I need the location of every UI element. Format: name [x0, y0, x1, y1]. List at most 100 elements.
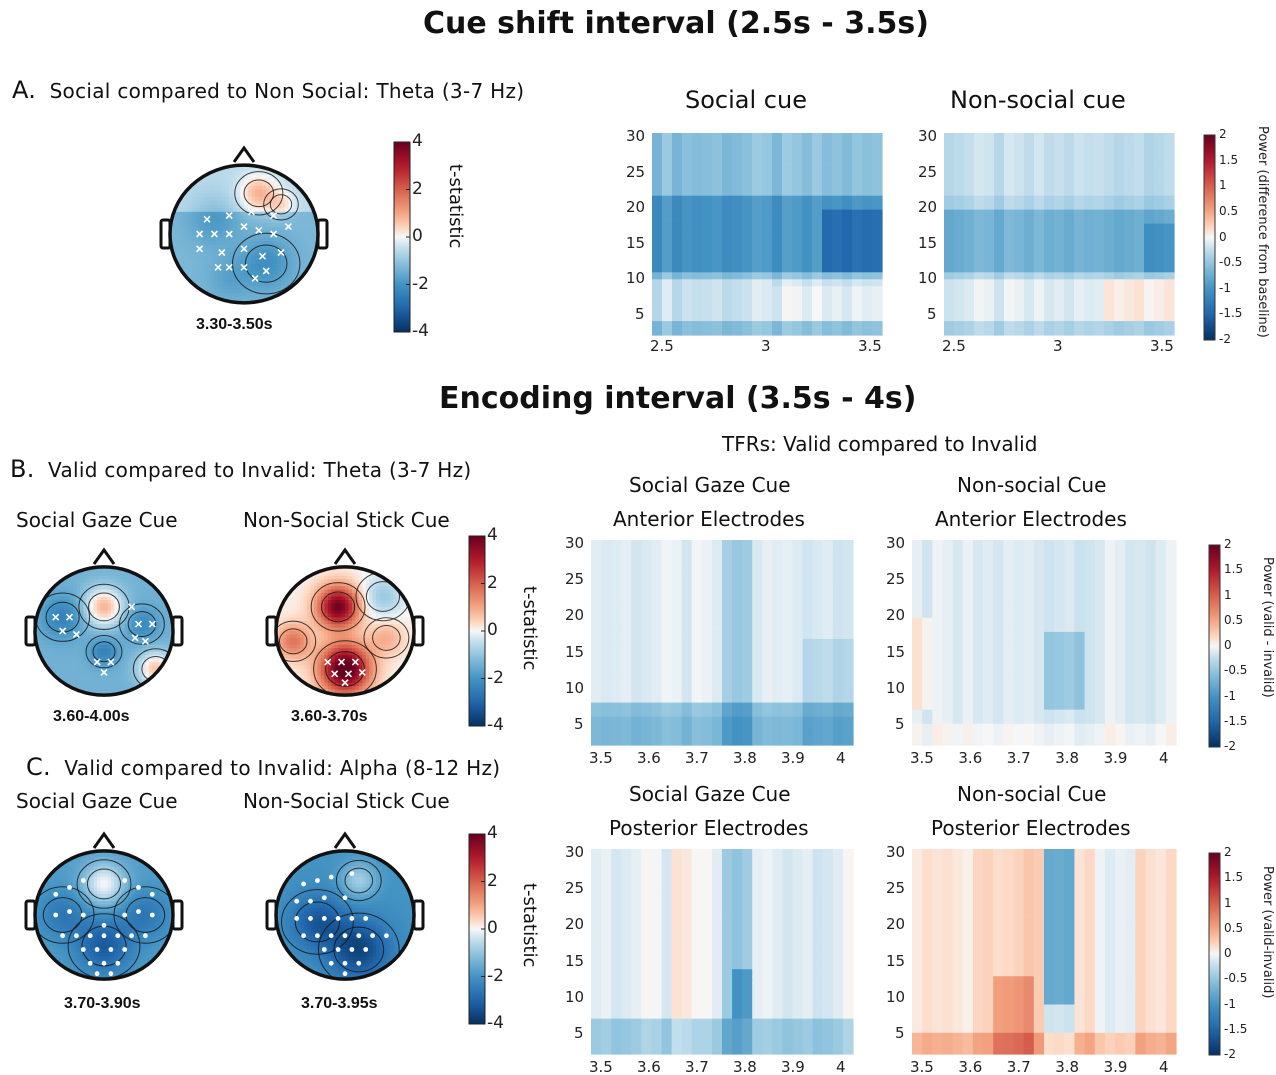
- topo-cell: [338, 582, 343, 587]
- topo-cell: [292, 289, 297, 294]
- topo-cell: [277, 189, 282, 194]
- topo-cell: [320, 651, 325, 656]
- topo-cell: [400, 610, 405, 615]
- topo-cell: [139, 697, 143, 701]
- topo-cell: [313, 579, 318, 584]
- topo-cell: [155, 644, 160, 649]
- topo-cell: [310, 582, 315, 587]
- topo-cell: [148, 689, 153, 694]
- topo-cell: [181, 234, 186, 239]
- topo-cell: [107, 617, 112, 622]
- topo-cell: [159, 624, 164, 629]
- topo-cell: [114, 582, 119, 587]
- topo-cell: [376, 689, 380, 694]
- topo-cell: [338, 599, 343, 604]
- topo-cell: [338, 697, 342, 701]
- topo-cell: [93, 689, 98, 694]
- topo-cell: [76, 586, 81, 591]
- topo-cell: [310, 182, 315, 187]
- topo-cell: [195, 274, 201, 279]
- topo-cell: [83, 651, 88, 656]
- topo-cell: [393, 631, 398, 635]
- topo-cell: [372, 651, 377, 656]
- topo-cell: [97, 568, 102, 573]
- topo-cell: [195, 211, 201, 216]
- topo-cell: [310, 672, 315, 677]
- topo-cell: [279, 693, 284, 696]
- topo-cell: [284, 193, 289, 198]
- topo-cell: [400, 689, 405, 694]
- topo-cell: [83, 662, 88, 666]
- topo-cell: [314, 204, 318, 209]
- topo-cell: [104, 572, 108, 577]
- topo-cell: [83, 620, 88, 625]
- topo-cell: [97, 697, 101, 701]
- topo-cell: [35, 586, 39, 591]
- topo-cell: [121, 665, 126, 670]
- topo-cell: [38, 911, 43, 916]
- topo-cell: [351, 568, 356, 573]
- topo-cell: [41, 575, 46, 580]
- topo-cell: [79, 627, 84, 632]
- topo-cell: [362, 620, 367, 625]
- topo-cell: [173, 189, 178, 194]
- topo-cell: [247, 215, 252, 220]
- topo-cell: [382, 603, 387, 608]
- topo-cell: [410, 672, 414, 677]
- topo-cell: [97, 679, 102, 684]
- topo-cell: [327, 665, 332, 670]
- topo-cell: [303, 672, 308, 677]
- topo-cell: [162, 613, 167, 618]
- topo-cell: [369, 582, 374, 587]
- topo-cell: [48, 620, 53, 625]
- topo-cell: [117, 655, 122, 660]
- topo-cell: [338, 568, 343, 573]
- topo-cell: [188, 165, 193, 168]
- topo-cell: [269, 293, 275, 298]
- topo-cell: [55, 689, 60, 694]
- topo-cell: [225, 252, 230, 257]
- topo-cell: [348, 572, 353, 577]
- topo-cell: [334, 644, 339, 649]
- topo-cell: [69, 641, 74, 646]
- topo-cell: [386, 586, 391, 591]
- topo-cell: [311, 562, 315, 566]
- topo-cell: [313, 668, 318, 673]
- topo-cell: [345, 668, 349, 673]
- topo-cell: [69, 651, 74, 656]
- topo-cell: [365, 579, 370, 584]
- topo-cell: [355, 599, 360, 604]
- topo-cell: [121, 648, 126, 653]
- topo-cell: [292, 263, 297, 268]
- topo-cell: [207, 185, 212, 191]
- topo-cell: [310, 693, 315, 696]
- topo-cell: [35, 956, 39, 961]
- topo-cell: [355, 617, 360, 622]
- topo-cell: [365, 627, 370, 632]
- topo-cell: [348, 568, 353, 573]
- topo-cell: [97, 689, 102, 694]
- topo-cell: [273, 165, 278, 168]
- topo-cell: [358, 686, 363, 691]
- topo-cell: [389, 644, 394, 649]
- topo-cell: [403, 627, 408, 632]
- topo-cell: [79, 631, 84, 635]
- topo-cell: [389, 689, 394, 694]
- topo-cell: [288, 259, 293, 265]
- electrode-marker: [358, 668, 366, 676]
- topo-cell: [152, 631, 157, 635]
- topo-cell: [107, 668, 112, 673]
- topo-cell: [114, 686, 119, 691]
- topo-cell: [393, 655, 398, 660]
- topo-cell: [62, 579, 67, 584]
- topo-cell: [296, 624, 301, 629]
- topo-cell: [148, 575, 153, 580]
- topo-cell: [266, 185, 271, 191]
- topo-cell: [320, 582, 325, 587]
- topo-cell: [181, 263, 186, 268]
- topo-cell: [181, 167, 186, 172]
- topo-cell: [110, 641, 115, 646]
- topo-cell: [240, 208, 245, 213]
- topo-cell: [138, 613, 143, 618]
- topo-cell: [317, 562, 321, 566]
